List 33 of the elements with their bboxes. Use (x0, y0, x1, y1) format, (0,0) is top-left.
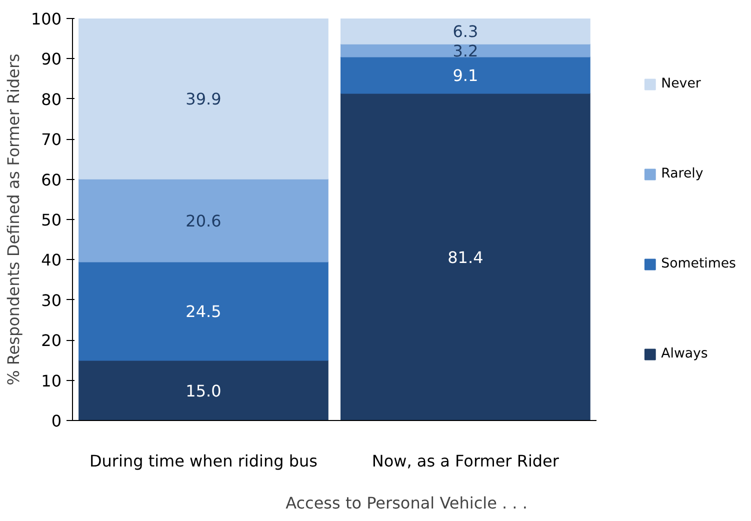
legend-label: Rarely (661, 166, 704, 182)
data-label: 81.4 (448, 248, 484, 267)
data-label: 20.6 (186, 211, 222, 230)
x-tick-label: Now, as a Former Rider (372, 452, 560, 470)
data-label: 6.3 (452, 22, 478, 42)
data-label: 9.1 (452, 66, 478, 85)
data-label: 24.5 (186, 302, 222, 321)
x-tick-label: During time when riding bus (89, 452, 318, 470)
y-tick-label: 20 (41, 331, 62, 350)
data-label: 3.2 (452, 41, 478, 60)
x-axis-title: Access to Personal Vehicle . . . (286, 494, 528, 512)
bar (340, 18, 590, 44)
y-tick-label: 0 (51, 412, 62, 430)
bar (78, 178, 328, 262)
y-tick-label: 90 (41, 50, 62, 69)
y-tick-label: 60 (41, 170, 62, 190)
y-tick-label: 40 (41, 250, 62, 270)
bar (78, 360, 328, 420)
bar (78, 261, 328, 361)
legend-label: Never (661, 76, 701, 92)
y-tick-label: 50 (41, 210, 62, 230)
legend-label: Sometimes (661, 256, 736, 272)
y-axis-title: % Respondents Defined as Former Riders (4, 54, 23, 386)
y-tick-label: 10 (41, 371, 62, 390)
bar (340, 56, 590, 94)
data-label: 39.9 (186, 90, 222, 109)
y-tick-label: 80 (41, 90, 62, 109)
legend-label: Always (661, 346, 708, 362)
data-label: 15.0 (186, 381, 222, 400)
y-tick-label: 100 (30, 10, 62, 28)
y-tick-label: 30 (41, 290, 62, 310)
bar (78, 18, 328, 180)
y-tick-label: 70 (41, 130, 62, 150)
